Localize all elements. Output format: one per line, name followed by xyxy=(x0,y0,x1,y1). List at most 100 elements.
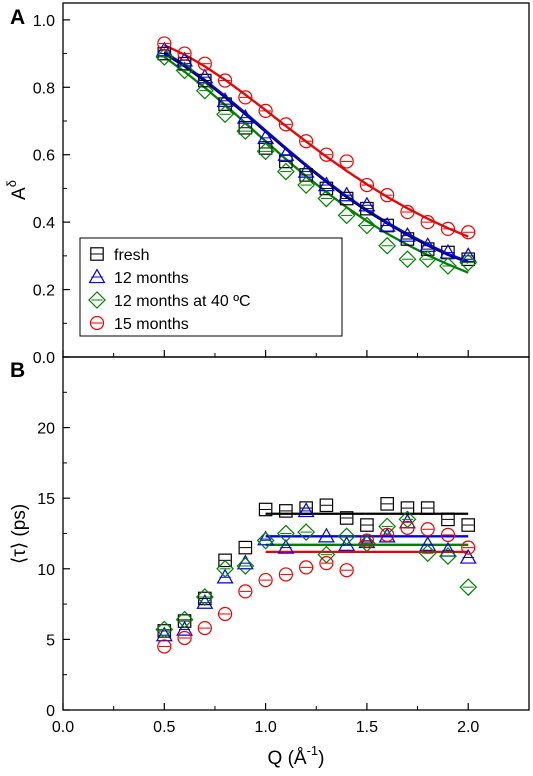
panel-a-point-3-14 xyxy=(440,221,456,236)
panel-b-ytick-label-2: 10 xyxy=(37,562,55,579)
panel-b-point-3-8 xyxy=(319,556,334,571)
panel-b-point-2-5 xyxy=(256,531,275,550)
panel-a-point-1-9 xyxy=(338,186,356,202)
panel-b-point-0-8 xyxy=(319,498,334,513)
panel-a-ytick-label-2: 0.4 xyxy=(33,215,55,232)
panel-a-point-2-0 xyxy=(155,48,174,66)
panel-b-point-1-6 xyxy=(277,538,295,554)
panel-b-point-2-0 xyxy=(155,620,174,639)
panel-a-label: A xyxy=(10,6,25,29)
panel-b-point-0-7 xyxy=(299,501,313,515)
panel-a-marks xyxy=(155,36,478,275)
panel-a-point-3-6 xyxy=(278,117,293,132)
panel-b-point-2-15 xyxy=(459,578,478,597)
panel-b-point-2-6 xyxy=(276,524,295,543)
panel-a-point-2-3 xyxy=(216,105,234,124)
panel-b-y-axis: 0 5 10 15 20 xyxy=(37,391,70,720)
panel-a-point-2-6 xyxy=(276,162,295,181)
panel-b-point-0-6 xyxy=(279,504,293,518)
panel-a-point-0-4 xyxy=(238,120,253,135)
panel-a-fit-line-3 xyxy=(163,44,469,238)
panel-b-marks xyxy=(155,497,478,654)
panel-b-point-1-5 xyxy=(257,530,275,546)
panel-b-point-1-8 xyxy=(317,527,335,543)
panel-a-ytick-label-0: 0.0 xyxy=(33,350,55,367)
panel-b-point-2-3 xyxy=(216,559,234,578)
panel-a-y-axis: 0.0 0.2 0.4 0.6 0.8 1.0 xyxy=(33,13,469,367)
panel-a-point-3-15 xyxy=(461,225,476,240)
panel-a-point-1-15 xyxy=(459,247,477,263)
panel-b-point-3-6 xyxy=(278,567,293,582)
panel-b-label: B xyxy=(10,359,25,382)
panel-a-fit-line-2 xyxy=(163,56,469,274)
panel-a-point-3-4 xyxy=(238,90,253,105)
panel-a-point-3-11 xyxy=(380,188,395,203)
panel-a-point-2-4 xyxy=(236,122,255,141)
panel-b-point-3-7 xyxy=(299,560,314,575)
panel-a-point-0-6 xyxy=(279,154,293,169)
panel-a-ytick-label-3: 0.6 xyxy=(33,148,55,165)
panel-b-point-3-13 xyxy=(420,522,435,537)
panel-b-xtick-label-3: 1.5 xyxy=(356,719,378,736)
legend-label-3: 15 months xyxy=(114,316,189,333)
panel-b-point-2-1 xyxy=(175,610,194,629)
panel-b-point-2-4 xyxy=(236,557,255,575)
panel-b-point-2-2 xyxy=(195,588,214,606)
panel-a-point-1-10 xyxy=(358,196,376,212)
panel-a-point-3-9 xyxy=(339,154,354,169)
panel-b-point-3-11 xyxy=(380,527,395,543)
legend-marker-1 xyxy=(88,268,106,284)
panel-b-ytick-label-0: 0 xyxy=(46,703,55,720)
panel-b-x-axis: 0.0 0.5 1.0 1.5 2.0 xyxy=(52,703,479,736)
panel-b-xtick-label-0: 0.0 xyxy=(52,719,74,736)
panel-b-point-3-4 xyxy=(238,584,253,599)
panel-b-point-1-1 xyxy=(176,620,194,636)
panel-b-point-0-15 xyxy=(461,518,476,532)
panel-a-point-3-13 xyxy=(420,215,435,230)
panel-b-point-3-2 xyxy=(197,620,212,636)
panel-a-point-2-1 xyxy=(175,61,194,80)
panel-b-point-2-9 xyxy=(337,527,356,546)
panel-a-point-3-7 xyxy=(299,134,314,149)
panel-a-point-3-3 xyxy=(217,73,233,88)
panel-b-point-1-15 xyxy=(459,548,477,564)
panel-a-ytick-label-5: 1.0 xyxy=(33,13,55,30)
panel-a-point-2-2 xyxy=(195,81,214,100)
panel-a-point-2-15 xyxy=(459,253,478,272)
panel-a-point-2-7 xyxy=(297,176,316,194)
panel-a-point-2-13 xyxy=(418,250,437,269)
panel-a-point-1-11 xyxy=(378,216,396,232)
panel-b-point-2-13 xyxy=(418,544,437,563)
panel-a-point-0-5 xyxy=(258,141,273,155)
legend-marker-2 xyxy=(88,291,106,309)
panel-b-point-1-7 xyxy=(297,502,315,518)
panel-a-point-2-12 xyxy=(398,250,417,269)
panel-b-x-axis-title-main: Q (Å xyxy=(268,748,307,769)
panel-b-point-3-3 xyxy=(217,606,233,622)
panel-a-point-2-9 xyxy=(337,206,356,225)
panel-a-point-3-5 xyxy=(258,103,273,118)
panel-a-y-axis-title-sup: δ xyxy=(4,180,19,187)
panel-b-point-3-9 xyxy=(339,563,354,578)
panel-a-point-2-10 xyxy=(358,216,376,235)
legend-label-2: 12 months at 40 ºC xyxy=(114,293,251,310)
legend-marker-0 xyxy=(90,247,104,261)
panel-b-x-axis-title-sup: -1 xyxy=(307,743,319,758)
panel-b-x-axis-title: Q (Å-1) xyxy=(268,743,325,769)
panel-a-point-3-12 xyxy=(400,204,415,220)
panel-b-point-3-15 xyxy=(461,540,476,555)
panel-b-point-0-11 xyxy=(380,497,394,511)
panel-a-point-3-8 xyxy=(319,147,334,162)
panel-b-point-3-14 xyxy=(440,527,456,543)
panel-b-point-0-4 xyxy=(238,540,253,555)
panel-b-ytick-label-4: 20 xyxy=(37,421,55,438)
panel-a-point-3-10 xyxy=(359,177,375,193)
legend-label-0: fresh xyxy=(114,247,150,264)
panel-b-frame xyxy=(62,356,530,711)
panel-a-ytick-label-1: 0.2 xyxy=(33,283,55,300)
panel-a-point-2-8 xyxy=(317,189,336,208)
panel-a-point-3-0 xyxy=(157,36,172,51)
panel-b-point-3-10 xyxy=(359,533,375,548)
panel-a-point-2-11 xyxy=(378,236,397,255)
